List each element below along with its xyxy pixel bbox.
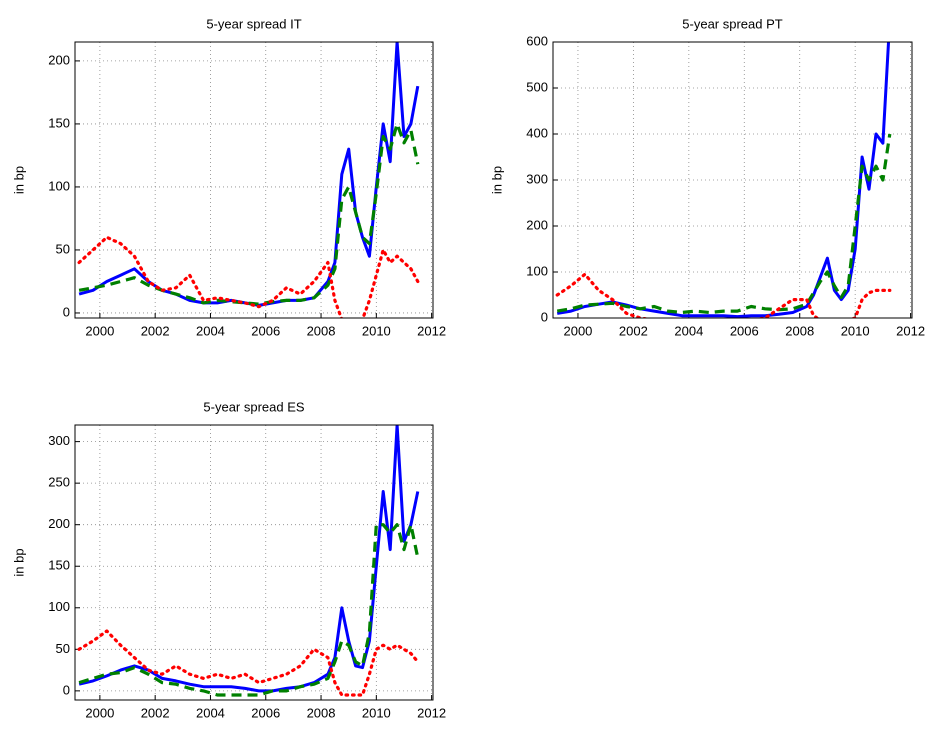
series-line [78,42,420,307]
x-tick-label: 2010 [362,705,391,720]
x-tick-label: 2006 [251,705,280,720]
y-tick-label: 500 [526,79,548,94]
plot-area [77,42,420,318]
x-tick-label: 2004 [196,323,225,338]
x-tick-label: 2010 [362,323,391,338]
y-tick-label: 150 [48,558,70,573]
y-tick-label: 200 [48,52,70,67]
y-tick-label: 300 [48,433,70,448]
y-axis-label: in bp [11,166,26,194]
series-line [555,272,892,318]
subplot: 0 50 100 150 200 2000 2002 2004 2006 2008 2010 2012… [11,16,446,338]
y-tick-label: 50 [56,241,70,256]
plot-area [77,425,420,697]
y-tick-label: 200 [48,516,70,531]
x-tick-label: 2012 [417,705,446,720]
series-line [78,122,420,306]
x-tick-label: 2008 [307,705,336,720]
series-line [556,42,891,318]
x-tick-label: 2000 [85,705,114,720]
y-tick-label: 0 [63,682,70,697]
series-line [77,235,420,318]
chart-title: 5-year spread IT [206,16,301,31]
y-tick-label: 100 [48,178,70,193]
y-tick-label: 250 [48,475,70,490]
plot-frame [74,424,434,701]
y-tick-label: 300 [526,171,548,186]
x-tick-label: 2002 [619,323,648,338]
x-tick-label: 2012 [417,323,446,338]
x-tick-label: 2004 [674,323,703,338]
x-tick-label: 2002 [141,323,170,338]
y-tick-label: 150 [48,115,70,130]
x-tick-label: 2000 [85,323,114,338]
y-tick-label: 600 [526,33,548,48]
y-tick-label: 0 [541,309,548,324]
x-tick-label: 2000 [563,323,592,338]
plot-frame [552,41,913,319]
plot-frame [74,41,434,319]
series-line [78,425,420,693]
subplot: 0 50 100 150 200 250 300 2000 2002 2004 2006 2008 20… [11,399,446,720]
y-axis-label: in bp [489,166,504,194]
subplot: 0 100 200 300 400 500 600 2000 2002 2004 2006 2008 2… [489,16,925,338]
x-tick-label: 2008 [785,323,814,338]
series-line [78,523,420,697]
y-tick-label: 200 [526,217,548,232]
series-line [556,133,892,315]
chart-title: 5-year spread PT [682,16,782,31]
y-axis-label: in bp [11,548,26,576]
x-tick-label: 2004 [196,705,225,720]
x-tick-label: 2002 [141,705,170,720]
x-tick-label: 2012 [896,323,925,338]
x-tick-label: 2010 [841,323,870,338]
series-line [77,629,420,697]
y-tick-label: 0 [63,304,70,319]
chart-title: 5-year spread ES [203,399,304,414]
x-tick-label: 2006 [730,323,759,338]
plot-area [555,42,892,318]
x-tick-label: 2008 [307,323,336,338]
y-tick-label: 100 [526,263,548,278]
y-tick-label: 400 [526,125,548,140]
y-tick-label: 100 [48,599,70,614]
y-tick-label: 50 [56,641,70,656]
x-tick-label: 2006 [251,323,280,338]
